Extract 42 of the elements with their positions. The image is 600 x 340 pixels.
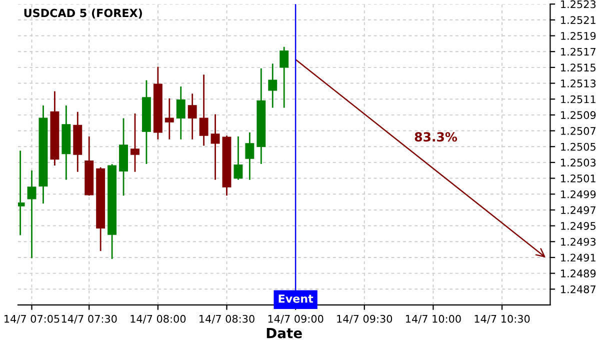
- y-tick-label: 1.2519: [561, 32, 596, 40]
- y-tick-label: 1.2493: [561, 238, 596, 246]
- y-tick-label: 1.2495: [561, 222, 596, 230]
- y-tick-label: 1.2517: [561, 48, 596, 56]
- y-tick-label: 1.2509: [561, 111, 596, 120]
- y-tick-label: 1.2521: [561, 16, 596, 24]
- x-tick-label: 14/7 09:30: [337, 314, 392, 324]
- y-tick-label: 1.2491: [561, 254, 596, 262]
- y-tick-label: 1.2523: [561, 0, 596, 8]
- candlestick: [280, 46, 289, 108]
- y-tick-label: 1.2515: [561, 64, 596, 72]
- x-tick-label: 14/7 07:30: [62, 314, 117, 324]
- candlestick: [27, 170, 36, 258]
- annotation: 83.3%: [414, 132, 458, 142]
- y-tick-label: 1.2489: [561, 270, 596, 278]
- y-tick-label: 1.2497: [561, 206, 596, 214]
- y-tick-label: 1.2507: [561, 127, 596, 135]
- y-tick-label: 1.2503: [561, 158, 596, 167]
- candlestick: [234, 136, 243, 180]
- candlestick: [176, 86, 186, 140]
- x-tick-label: 14/7 10:00: [406, 314, 461, 324]
- candlestick: [130, 113, 140, 172]
- candlestick: [188, 94, 197, 140]
- x-tick-label: 14/7 09:00: [268, 314, 324, 324]
- candlestick: [199, 74, 208, 146]
- x-tick-label: 14/7 08:30: [200, 314, 254, 324]
- y-tick-label: 1.2501: [561, 174, 596, 182]
- candlestick: [210, 114, 220, 180]
- x-tick-label: 14/7 08:00: [130, 314, 186, 324]
- y-tick-label: 1.2505: [561, 142, 596, 151]
- y-tick-label: 1.2487: [561, 285, 596, 294]
- x-axis-title: Date: [266, 328, 302, 338]
- y-tick-label: 1.2499: [561, 190, 596, 198]
- x-tick-label: 14/7 10:30: [474, 314, 530, 324]
- x-tick-label: 14/7 07:05: [4, 314, 60, 324]
- y-tick-label: 1.2513: [561, 79, 596, 88]
- candlestick: [245, 132, 254, 180]
- chart-title: USDCAD 5 (FOREX): [24, 8, 142, 18]
- candlestick: [164, 98, 174, 140]
- candlestick: [268, 64, 278, 108]
- y-tick-label: 1.2511: [561, 95, 596, 104]
- ref-line-label: Event: [278, 294, 314, 303]
